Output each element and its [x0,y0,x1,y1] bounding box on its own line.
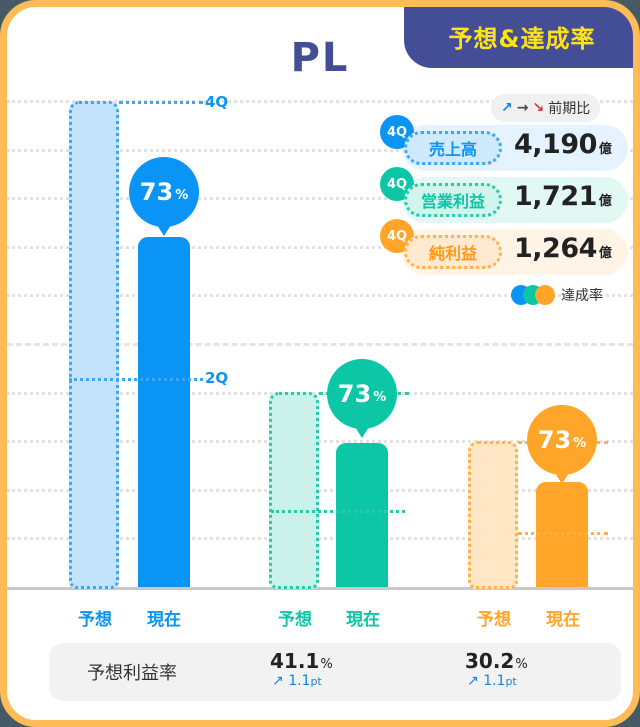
grid-line [7,440,633,443]
forecast-bar-sales [69,101,119,589]
arrow-up-icon: ↗ [467,673,479,689]
arrow-up-icon: ↗ [501,100,513,116]
kpi-unit: 億 [598,246,612,261]
margin-operating: 41.1% ↗ 1.1pt [270,649,333,689]
kpi-unit: 億 [598,194,612,209]
x-label-forecast: 予想 [477,610,511,630]
forecast-bar-operating [269,392,319,589]
grid-line [7,246,633,249]
current-bar-operating [336,443,388,587]
grid-line [7,489,633,492]
x-label-current: 現在 [147,610,181,630]
rate-bubble-operating: 73% [327,359,397,429]
margin-delta: 1.1 [483,673,506,689]
kpi-value: 4,190 億 [514,129,612,160]
margin-value: 30.2 [465,649,515,673]
kpi-name: 売上高 [404,131,502,165]
current-bar-sales [138,237,190,587]
margin-delta: 1.1 [288,673,311,689]
kpi-operating-profit: 4Q 営業利益 1,721 億 [380,167,628,223]
grid-line [7,294,633,297]
arrow-right-icon: → [516,100,529,116]
q2-line-net [518,532,608,535]
x-label-forecast: 予想 [78,610,112,630]
grid-line [7,197,633,200]
grid-line [7,149,633,152]
kpi-unit: 億 [598,142,612,157]
legend-achievement-rate: 達成率 [511,285,603,305]
quarter-badge: 4Q [380,219,414,253]
kpi-sales: 4Q 売上高 4,190 億 [380,115,628,171]
grid-line-mid [7,343,633,346]
kpi-number: 1,721 [514,181,597,212]
legend-rate-label: 達成率 [561,288,603,304]
grid-line [7,100,633,103]
q2-line [69,378,203,381]
profit-margin-label: 予想利益率 [87,663,177,684]
margin-unit: % [515,657,528,672]
forecast-bar-net [468,441,518,589]
margin-unit: % [320,657,333,672]
q2-line-operating [271,510,405,513]
q4-label: 4Q [205,93,229,111]
margin-delta-unit: pt [310,675,322,688]
kpi-name: 純利益 [404,235,502,269]
arrow-down-icon: ↘ [532,100,545,116]
rate-unit: % [373,389,387,405]
legend-prev-label: 前期比 [548,101,591,117]
kpi-net-profit: 4Q 純利益 1,264 億 [380,219,628,275]
margin-delta-unit: pt [505,675,517,688]
profit-margin-box: 予想利益率 41.1% ↗ 1.1pt 30.2% ↗ 1.1pt [49,643,621,701]
rate-value: 73 [537,426,572,454]
q2-label: 2Q [205,369,229,387]
x-label-forecast: 予想 [278,610,312,630]
forecast-rate-badge: 予想&達成率 [404,7,633,68]
q4-line [119,101,203,104]
rate-bubble-sales: 73% [129,157,199,227]
kpi-value: 1,264 億 [514,233,612,264]
legend-prev-period: ↗ → ↘ 前期比 [491,94,601,122]
x-axis-baseline [7,587,633,590]
rate-value: 73 [337,380,372,408]
page-title: PL [290,35,350,81]
rate-value: 73 [139,178,174,206]
kpi-number: 1,264 [514,233,597,264]
rate-unit: % [175,187,189,203]
kpi-value: 1,721 億 [514,181,612,212]
kpi-number: 4,190 [514,129,597,160]
margin-net: 30.2% ↗ 1.1pt [465,649,528,689]
bubble-dots-icon [511,285,555,305]
rate-bubble-net: 73% [527,405,597,475]
x-label-current: 現在 [546,610,580,630]
rate-unit: % [573,435,587,451]
arrow-up-icon: ↗ [272,673,284,689]
kpi-name: 営業利益 [404,183,502,217]
grid-line [7,537,633,540]
margin-value: 41.1 [270,649,320,673]
x-label-current: 現在 [346,610,380,630]
